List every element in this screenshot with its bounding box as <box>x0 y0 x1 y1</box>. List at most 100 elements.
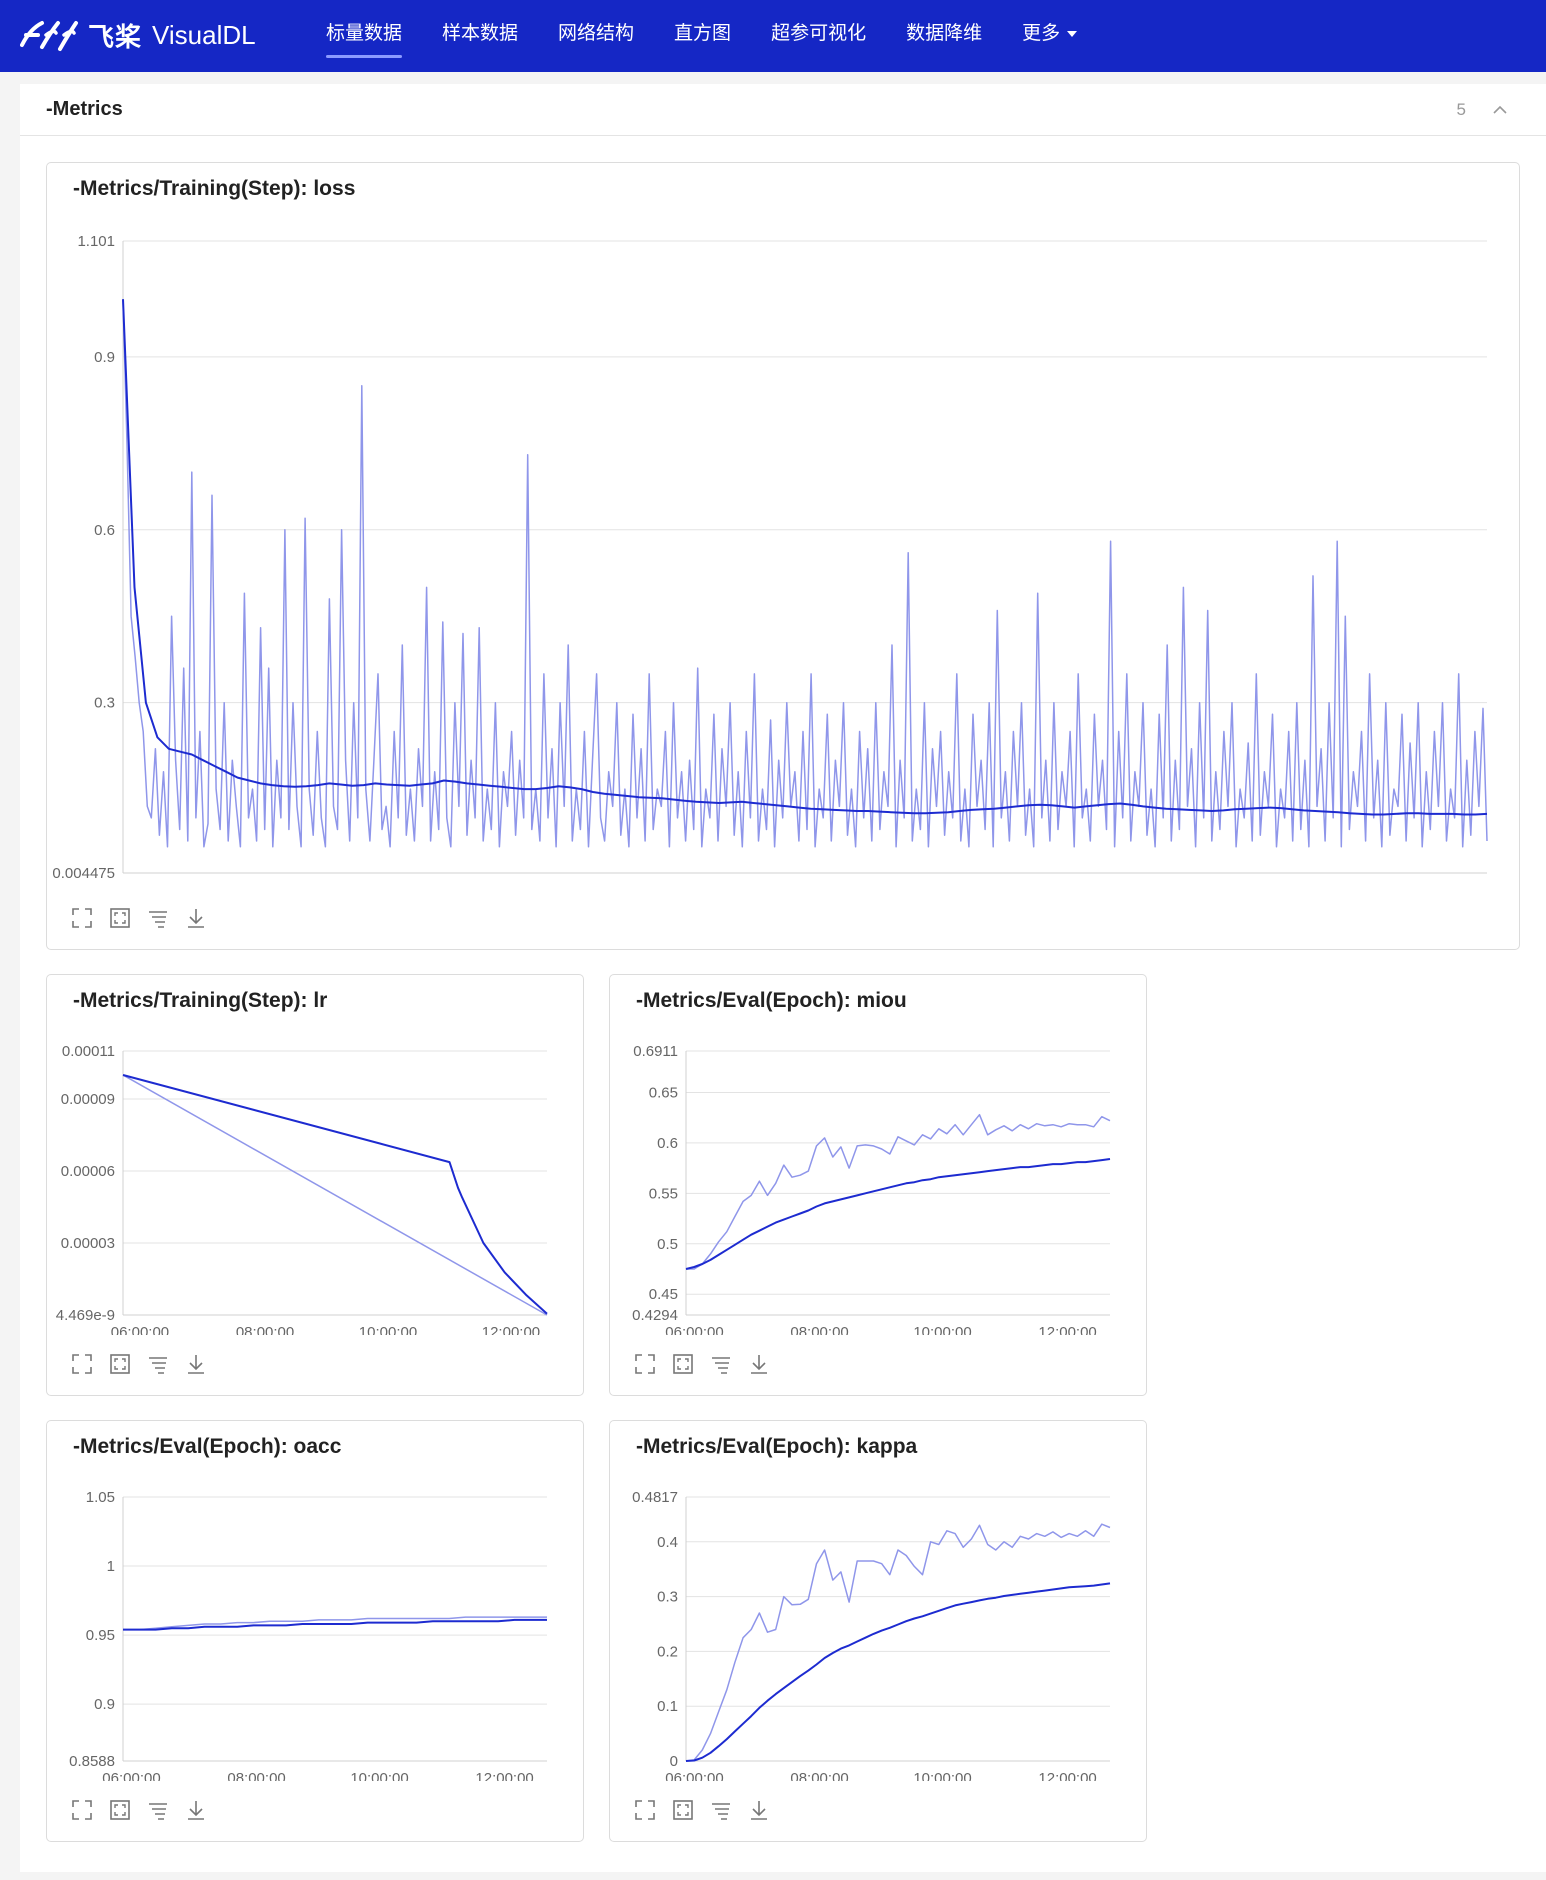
toggle-smoothing-button[interactable] <box>145 1797 171 1823</box>
download-button[interactable] <box>183 1351 209 1377</box>
download-button[interactable] <box>183 905 209 931</box>
toggle-smoothing-button[interactable] <box>708 1797 734 1823</box>
download-button[interactable] <box>746 1797 772 1823</box>
fit-selection-icon <box>110 1354 130 1374</box>
nav-item-label: 样本数据 <box>442 23 519 44</box>
fit-selection-button[interactable] <box>107 1351 133 1377</box>
nav-item-label: 数据降维 <box>906 23 983 44</box>
nav-item-label: 网络结构 <box>558 23 635 44</box>
nav-item-more[interactable]: 更多 <box>1002 0 1097 72</box>
y-tick-label: 0.00009 <box>61 1091 115 1108</box>
fit-selection-button[interactable] <box>670 1351 696 1377</box>
y-tick-label: 0.6911 <box>633 1043 678 1060</box>
chart-card-loss: -Metrics/Training(Step): loss 1.101 0.9 0.… <box>46 162 1520 950</box>
nav-item-dimension-reduction[interactable]: 数据降维 <box>886 0 1002 72</box>
fit-selection-button[interactable] <box>670 1797 696 1823</box>
chart-toolbar <box>69 1797 221 1823</box>
kappa-chart[interactable]: 0.4817 0.4 0.3 0.2 0.1 006:00:00 08:00:00 10:00… <box>610 1421 1148 1781</box>
y-tick-label: 0.5 <box>657 1236 678 1253</box>
chart-title: -Metrics/Training(Step): lr <box>73 989 328 1012</box>
toggle-smoothing-button[interactable] <box>708 1351 734 1377</box>
smoothed-series-line <box>122 299 1488 816</box>
metrics-group: -Metrics 5 -Metrics/Training(Step): loss… <box>20 84 1546 1872</box>
nav-item-label: 更多 <box>1022 23 1061 44</box>
nav-item-label: 直方图 <box>674 23 732 44</box>
maximize-icon <box>72 1800 92 1820</box>
app-logo[interactable]: 飞桨 VisualDL <box>20 12 256 58</box>
paddle-logo-icon <box>20 21 78 51</box>
chevron-up-icon[interactable] <box>1490 100 1510 120</box>
download-icon <box>751 1355 767 1374</box>
maximize-button[interactable] <box>69 1351 95 1377</box>
chart-toolbar <box>632 1351 784 1377</box>
lr-chart[interactable]: 0.00011 0.00009 0.00006 0.00003 4.469e-906:0… <box>47 975 585 1335</box>
x-tick-label: 10:00:00 <box>939 882 997 883</box>
x-tick-label: 12:00:00 <box>1038 1770 1096 1781</box>
y-tick-label: 0.4294 <box>632 1307 678 1324</box>
nav-item-samples[interactable]: 样本数据 <box>422 0 538 72</box>
brand-name-cn: 飞桨 <box>88 21 143 52</box>
maximize-button[interactable] <box>632 1351 658 1377</box>
toggle-smoothing-button[interactable] <box>145 1351 171 1377</box>
download-icon <box>188 1801 204 1820</box>
group-header[interactable]: -Metrics 5 <box>20 84 1546 136</box>
chart-toolbar <box>632 1797 784 1823</box>
y-tick-label: 0 <box>670 1753 678 1770</box>
maximize-button[interactable] <box>69 905 95 931</box>
nav-item-hyperparameters[interactable]: 超参可视化 <box>751 0 886 72</box>
y-tick-label: 0.4817 <box>632 1489 678 1506</box>
x-tick-label: 08:00:00 <box>544 882 602 883</box>
y-tick-label: 0.00003 <box>61 1235 115 1252</box>
fit-selection-button[interactable] <box>107 1797 133 1823</box>
y-tick-label: 0.6 <box>94 522 115 539</box>
smoothed-series-line <box>685 1158 1111 1270</box>
download-icon <box>751 1801 767 1820</box>
maximize-button[interactable] <box>632 1797 658 1823</box>
raw-series-line <box>123 1616 547 1631</box>
smoothed-series-line <box>122 1074 548 1315</box>
loss-chart[interactable]: 1.101 0.9 0.6 0.3 0.004475 06:00:00 08:00:00 10… <box>47 163 1521 883</box>
y-tick-label: 0.65 <box>649 1084 678 1101</box>
y-tick-label: 0.00006 <box>61 1163 115 1180</box>
smoothed-series-line <box>685 1582 1111 1762</box>
raw-series-line <box>685 1523 1111 1762</box>
nav-item-scalars[interactable]: 标量数据 <box>306 0 422 72</box>
raw-series-line <box>122 299 1488 848</box>
chart-card-oacc: -Metrics/Eval(Epoch): oacc 1.05 1 0.95 0.9 0… <box>46 1420 584 1842</box>
download-button[interactable] <box>746 1351 772 1377</box>
y-tick-label: 0.9 <box>94 349 115 366</box>
top-navigation-bar: 飞桨 VisualDL 标量数据 样本数据 网络结构 直方图 超参可视化 数据降… <box>0 0 1546 72</box>
chart-toolbar <box>69 905 221 931</box>
download-button[interactable] <box>183 1797 209 1823</box>
toggle-smoothing-button[interactable] <box>145 905 171 931</box>
chart-card-lr: -Metrics/Training(Step): lr 0.00011 0.000… <box>46 974 584 1396</box>
nav-item-graphs[interactable]: 网络结构 <box>538 0 654 72</box>
nav-item-histogram[interactable]: 直方图 <box>654 0 751 72</box>
caret-down-icon <box>1067 30 1078 37</box>
x-tick-label: 10:00:00 <box>913 1324 971 1335</box>
y-tick-label: 0.55 <box>649 1185 678 1202</box>
x-tick-label: 12:00:00 <box>475 1770 533 1781</box>
y-tick-label: 1 <box>107 1558 115 1575</box>
y-tick-label: 0.004475 <box>52 865 115 882</box>
maximize-button[interactable] <box>69 1797 95 1823</box>
x-tick-label: 08:00:00 <box>790 1770 848 1781</box>
y-tick-label: 1.05 <box>86 1489 115 1506</box>
fit-selection-icon <box>673 1800 693 1820</box>
y-tick-label: 0.8588 <box>69 1753 115 1770</box>
nav-item-label: 标量数据 <box>326 23 403 44</box>
toggle-smoothing-icon <box>712 1357 730 1374</box>
chart-title: -Metrics/Training(Step): loss <box>73 177 356 200</box>
x-tick-label: 08:00:00 <box>236 1324 294 1335</box>
chart-card-miou: -Metrics/Eval(Epoch): miou 0.6911 0.65 0.6… <box>609 974 1147 1396</box>
y-tick-label: 4.469e-9 <box>56 1307 115 1324</box>
y-tick-label: 0.4 <box>657 1534 678 1551</box>
x-tick-label: 10:00:00 <box>350 1770 408 1781</box>
x-tick-label: 10:00:00 <box>913 1770 971 1781</box>
x-tick-label: 06:00:00 <box>111 1324 169 1335</box>
y-tick-label: 0.00011 <box>62 1043 115 1060</box>
fit-selection-icon <box>673 1354 693 1374</box>
fit-selection-button[interactable] <box>107 905 133 931</box>
